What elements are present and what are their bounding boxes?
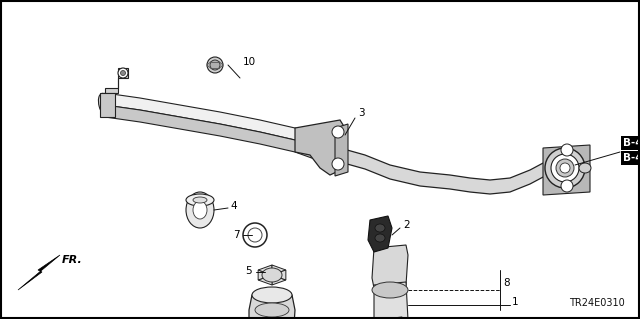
Ellipse shape [561, 180, 573, 192]
Polygon shape [295, 120, 345, 175]
Ellipse shape [118, 68, 128, 78]
Polygon shape [18, 255, 60, 290]
Text: 10: 10 [243, 57, 256, 67]
Polygon shape [258, 270, 272, 280]
Ellipse shape [186, 194, 214, 206]
Ellipse shape [332, 126, 344, 138]
Polygon shape [272, 270, 286, 280]
Polygon shape [543, 145, 590, 195]
Ellipse shape [579, 163, 591, 173]
Ellipse shape [193, 201, 207, 219]
Polygon shape [340, 148, 545, 194]
Ellipse shape [255, 303, 289, 317]
Text: 7: 7 [234, 230, 240, 240]
Polygon shape [258, 265, 272, 275]
Polygon shape [105, 105, 320, 161]
Ellipse shape [252, 287, 292, 303]
Ellipse shape [99, 93, 111, 117]
Ellipse shape [210, 60, 220, 70]
Ellipse shape [186, 192, 214, 228]
Ellipse shape [556, 159, 574, 177]
Text: 1: 1 [512, 297, 518, 307]
Text: TR24E0310: TR24E0310 [569, 298, 625, 308]
Ellipse shape [248, 228, 262, 242]
Ellipse shape [551, 154, 579, 182]
Polygon shape [100, 93, 115, 117]
Text: 5: 5 [245, 266, 252, 276]
Ellipse shape [545, 148, 585, 188]
Ellipse shape [207, 57, 223, 73]
Polygon shape [335, 124, 348, 176]
Text: FR.: FR. [62, 255, 83, 265]
Polygon shape [374, 282, 408, 319]
Polygon shape [249, 295, 295, 319]
Ellipse shape [561, 144, 573, 156]
Polygon shape [372, 245, 408, 288]
Text: 4: 4 [230, 201, 237, 211]
Ellipse shape [375, 224, 385, 232]
Polygon shape [378, 317, 402, 319]
Text: 2: 2 [403, 220, 410, 230]
Ellipse shape [120, 70, 125, 76]
Ellipse shape [332, 158, 344, 170]
Ellipse shape [560, 163, 570, 173]
Polygon shape [272, 275, 286, 285]
Text: B-4-1: B-4-1 [623, 153, 640, 163]
Ellipse shape [243, 223, 267, 247]
Text: 3: 3 [358, 108, 365, 118]
Ellipse shape [193, 197, 207, 203]
Ellipse shape [314, 131, 326, 155]
Polygon shape [258, 275, 272, 285]
Polygon shape [368, 216, 392, 252]
Text: 8: 8 [503, 278, 509, 288]
Polygon shape [105, 68, 128, 93]
Polygon shape [105, 93, 320, 149]
Ellipse shape [262, 268, 282, 282]
Ellipse shape [375, 234, 385, 242]
Polygon shape [272, 265, 286, 275]
Text: B-4: B-4 [623, 138, 640, 148]
Ellipse shape [372, 282, 408, 298]
